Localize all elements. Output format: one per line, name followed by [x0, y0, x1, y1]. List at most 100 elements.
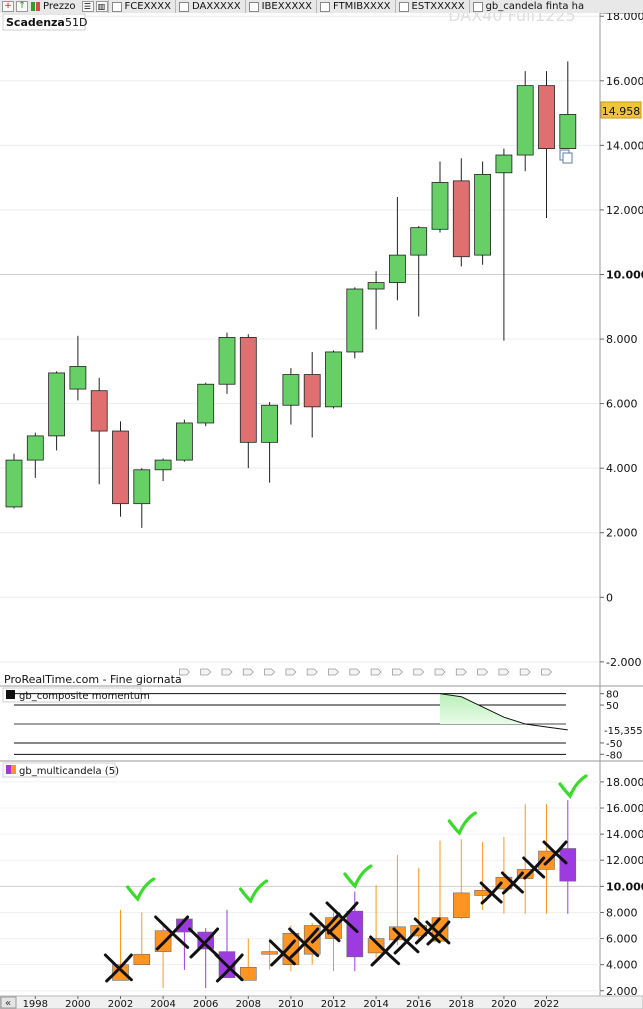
multicandle-title: gb_multicandela (5) — [19, 766, 119, 777]
multicandle-candle[interactable] — [367, 885, 385, 959]
x-axis-bg — [0, 995, 643, 1009]
price-candle[interactable] — [282, 368, 300, 425]
arrow-up-icon[interactable]: ↑ — [16, 1, 28, 12]
price-candle[interactable] — [410, 226, 428, 317]
price-candle[interactable] — [154, 458, 172, 482]
symbol-tab-label: gb_candela finta ha — [485, 1, 585, 12]
event-flag-icon[interactable] — [242, 668, 254, 676]
multicandle-candle[interactable] — [538, 804, 555, 914]
symbol-tab-3[interactable]: FTMIBXXXX — [316, 0, 395, 13]
cross-mark-icon — [268, 939, 296, 967]
tab-checkbox[interactable] — [472, 1, 483, 12]
multicandle-candle[interactable] — [133, 912, 151, 965]
x-tick-label: 2020 — [491, 999, 516, 1009]
event-flag-icon[interactable] — [179, 668, 190, 676]
multicandle-candle[interactable] — [154, 925, 172, 989]
event-flag-icon[interactable] — [285, 668, 297, 676]
price-candle[interactable] — [239, 334, 257, 469]
momentum-line — [439, 693, 568, 731]
multicandle-candle[interactable] — [474, 841, 491, 910]
multicandle-candle[interactable] — [452, 839, 470, 919]
event-flag-icon[interactable] — [498, 668, 510, 676]
candle-body — [367, 282, 385, 290]
event-flag-icon[interactable] — [328, 668, 340, 676]
multicandle-tick-label: 10.000 — [606, 880, 643, 893]
price-candle[interactable] — [559, 61, 577, 149]
price-candle[interactable] — [325, 350, 342, 409]
multicandle-body — [559, 848, 577, 882]
price-candle[interactable] — [48, 371, 65, 451]
grid-icon[interactable]: ▥ — [95, 1, 108, 12]
candle-body — [175, 422, 193, 461]
cross-mark-icon — [425, 920, 451, 946]
multicandle-candle[interactable] — [261, 938, 278, 970]
symbol-tab-4[interactable]: ESTXXXXX — [394, 0, 469, 13]
price-candle[interactable] — [303, 351, 321, 438]
price-candle[interactable] — [133, 468, 151, 528]
event-flag-icon[interactable] — [413, 668, 425, 676]
price-candle[interactable] — [112, 421, 129, 517]
tab-checkbox[interactable] — [248, 1, 259, 12]
price-candle[interactable] — [261, 401, 279, 483]
symbol-tab-5[interactable]: gb_candela finta ha — [468, 0, 589, 13]
list-icon[interactable]: ☰ — [81, 1, 94, 12]
tab-checkbox[interactable] — [320, 1, 330, 12]
tab-checkbox[interactable] — [178, 1, 189, 12]
multicandle-tick-label: 8.000 — [606, 906, 638, 919]
price-candle[interactable] — [516, 71, 534, 172]
event-flag-icon[interactable] — [349, 668, 361, 676]
price-candle[interactable] — [431, 161, 449, 233]
price-candle[interactable] — [26, 432, 44, 478]
multicandle-candle[interactable] — [559, 800, 577, 914]
price-candle[interactable] — [218, 332, 236, 394]
price-candle[interactable] — [5, 453, 23, 509]
price-candle[interactable] — [69, 335, 87, 401]
momentum-tick-label: 50 — [606, 701, 619, 712]
symbol-tab-2[interactable]: IBEXXXXX — [244, 0, 316, 13]
event-flag-icon[interactable] — [306, 668, 318, 676]
event-flag-icon[interactable] — [264, 668, 276, 676]
candle-body — [303, 374, 321, 408]
event-flag-icon[interactable] — [477, 668, 489, 676]
cross-mark-icon — [214, 953, 244, 983]
multicandle-body — [367, 938, 385, 954]
cross-mark-icon — [392, 927, 420, 955]
multicandle-body — [538, 850, 555, 870]
price-candle[interactable] — [538, 71, 555, 218]
event-flag-icon[interactable] — [455, 668, 467, 676]
event-flag-icon[interactable] — [221, 668, 233, 676]
copy-icon[interactable] — [559, 149, 573, 164]
event-flag-icon[interactable] — [434, 668, 446, 676]
price-candle[interactable] — [495, 148, 513, 341]
cross-mark-icon — [500, 871, 524, 895]
price-candle[interactable] — [346, 287, 364, 359]
event-flag-icon[interactable] — [370, 668, 382, 676]
multicandle-candle[interactable] — [282, 925, 300, 972]
event-flag-icon[interactable] — [200, 668, 212, 676]
event-flag-icon[interactable] — [392, 668, 403, 676]
price-tick-label: 2.000 — [606, 527, 638, 540]
price-candle[interactable] — [452, 158, 470, 267]
event-flag-icon[interactable] — [541, 668, 553, 676]
multicandle-color-icon-2 — [11, 765, 16, 774]
tab-checkbox[interactable] — [398, 1, 409, 12]
price-tab[interactable]: Prezzo — [28, 0, 80, 13]
symbol-tab-0[interactable]: FCEXXXX — [107, 0, 175, 13]
multicandle-candle[interactable] — [240, 938, 257, 981]
expiry-label: Scadenza — [6, 16, 65, 29]
symbol-tab-1[interactable]: DAXXXXX — [174, 0, 245, 13]
price-candle[interactable] — [388, 197, 406, 301]
event-flag-icon[interactable] — [519, 668, 531, 676]
cross-mark-icon — [369, 935, 401, 967]
add-icon[interactable]: + — [2, 1, 14, 12]
check-mark-icon — [447, 811, 477, 836]
price-candle[interactable] — [197, 382, 215, 427]
symbol-tab-label: FCEXXXX — [124, 1, 171, 12]
tab-checkbox[interactable] — [111, 1, 122, 12]
scroll-left-button[interactable] — [0, 996, 17, 1009]
price-candle[interactable] — [90, 377, 108, 485]
price-candle[interactable] — [474, 161, 492, 265]
last-price-marker: 14.958 — [600, 101, 642, 119]
price-candle[interactable] — [175, 419, 193, 462]
price-candle[interactable] — [367, 271, 385, 330]
